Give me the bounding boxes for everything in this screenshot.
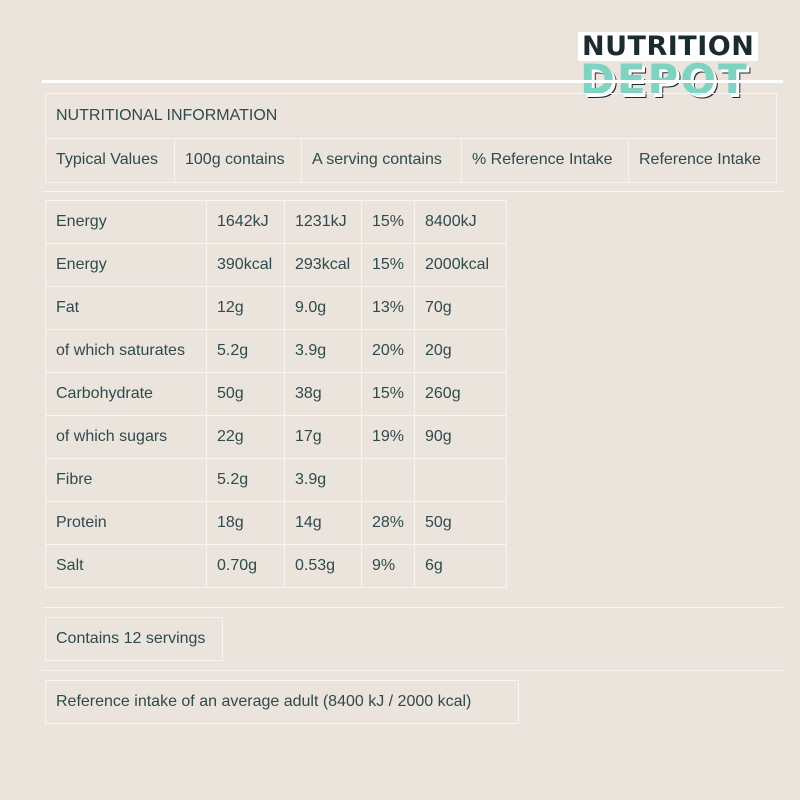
cell-ri [414,458,507,502]
table-row: Fibre 5.2g 3.9g [45,458,507,502]
cell-per-serving: 293kcal [284,243,362,287]
header-block: NUTRITIONAL INFORMATION Typical Values 1… [45,93,777,183]
cell-per-serving: 3.9g [284,458,362,502]
table-row: Energy 1642kJ 1231kJ 15% 8400kJ [45,200,507,244]
cell-percent-ri: 15% [361,243,415,287]
cell-per-100g: 5.2g [206,329,285,373]
cell-percent-ri: 19% [361,415,415,459]
cell-per-serving: 1231kJ [284,200,362,244]
cell-nutrient: Fibre [45,458,207,502]
table-row: of which sugars 22g 17g 19% 90g [45,415,507,459]
cell-ri: 70g [414,286,507,330]
cell-ri: 260g [414,372,507,416]
cell-per-100g: 22g [206,415,285,459]
cell-per-100g: 12g [206,286,285,330]
header-100g: 100g contains [175,139,302,182]
cell-per-100g: 390kcal [206,243,285,287]
cell-per-serving: 3.9g [284,329,362,373]
cell-per-serving: 14g [284,501,362,545]
nutrition-table: Energy 1642kJ 1231kJ 15% 8400kJ Energy 390kcal… [45,200,507,588]
cell-percent-ri: 28% [361,501,415,545]
cell-per-100g: 1642kJ [206,200,285,244]
top-rule [42,80,783,83]
header-percent-ri: % Reference Intake [462,139,629,182]
header-divider [46,138,776,139]
table-row: of which saturates 5.2g 3.9g 20% 20g [45,329,507,373]
cell-per-100g: 18g [206,501,285,545]
cell-nutrient: Salt [45,544,207,588]
cell-percent-ri [361,458,415,502]
table-row: Carbohydrate 50g 38g 15% 260g [45,372,507,416]
cell-ri: 20g [414,329,507,373]
cell-percent-ri: 13% [361,286,415,330]
cell-ri: 50g [414,501,507,545]
cell-nutrient: Energy [45,200,207,244]
brand-logo-line2: DEPOT [580,55,749,104]
table-row: Energy 390kcal 293kcal 15% 2000kcal [45,243,507,287]
cell-nutrient: Fat [45,286,207,330]
cell-per-100g: 0.70g [206,544,285,588]
reference-note: Reference intake of an average adult (84… [56,693,472,710]
header-typical-values: Typical Values [46,139,175,182]
cell-ri: 8400kJ [414,200,507,244]
section-title: NUTRITIONAL INFORMATION [56,107,278,124]
brand-logo-line1: NUTRITION [578,32,759,61]
cell-per-serving: 17g [284,415,362,459]
cell-nutrient: of which saturates [45,329,207,373]
cell-percent-ri: 15% [361,372,415,416]
cell-percent-ri: 9% [361,544,415,588]
cell-per-100g: 50g [206,372,285,416]
cell-ri: 2000kcal [414,243,507,287]
servings-box: Contains 12 servings [45,617,223,661]
cell-percent-ri: 15% [361,200,415,244]
divider-2 [42,607,783,608]
brand-logo: NUTRITION DEPOT [574,28,770,106]
cell-per-serving: 0.53g [284,544,362,588]
cell-ri: 90g [414,415,507,459]
cell-percent-ri: 20% [361,329,415,373]
cell-per-serving: 38g [284,372,362,416]
servings-note: Contains 12 servings [56,630,206,647]
divider-3 [42,670,783,671]
cell-per-100g: 5.2g [206,458,285,502]
table-row: Fat 12g 9.0g 13% 70g [45,286,507,330]
header-ri: Reference Intake [639,151,761,168]
cell-nutrient: of which sugars [45,415,207,459]
cell-nutrient: Energy [45,243,207,287]
table-row: Protein 18g 14g 28% 50g [45,501,507,545]
reference-box: Reference intake of an average adult (84… [45,680,519,724]
table-row: Salt 0.70g 0.53g 9% 6g [45,544,507,588]
cell-nutrient: Carbohydrate [45,372,207,416]
cell-nutrient: Protein [45,501,207,545]
divider-1 [42,191,783,192]
header-serving: A serving contains [302,139,462,182]
cell-ri: 6g [414,544,507,588]
cell-per-serving: 9.0g [284,286,362,330]
